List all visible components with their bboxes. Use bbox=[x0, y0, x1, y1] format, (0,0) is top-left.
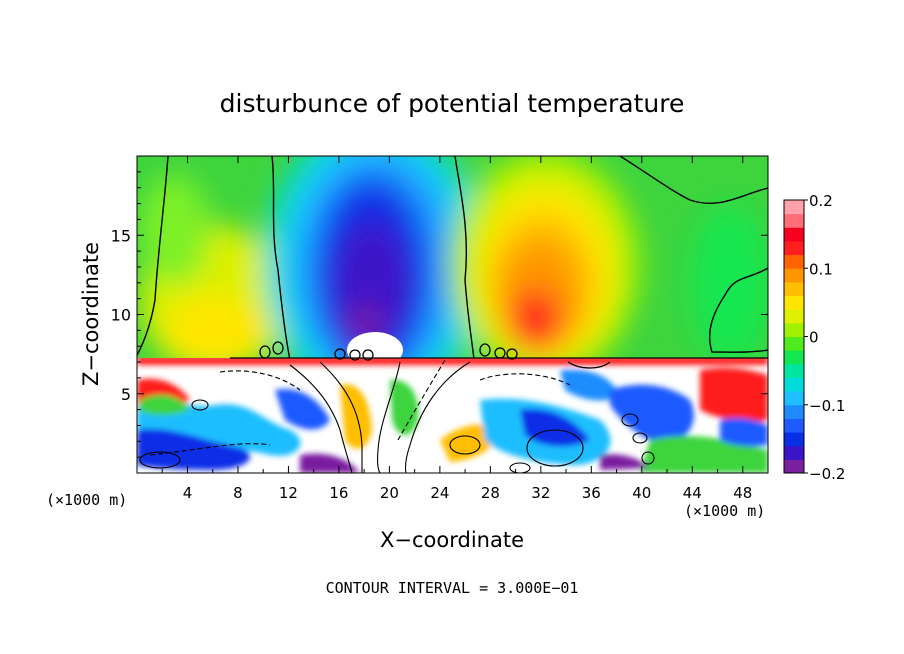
z-unit-label: (×1000 m) bbox=[46, 491, 127, 509]
colorbar-swatch bbox=[784, 213, 804, 228]
colorbar-tick-label: 0 bbox=[809, 329, 819, 347]
colorbar-swatch bbox=[784, 240, 804, 256]
x-tick-label: 4 bbox=[183, 484, 193, 502]
y-tick-label: 10 bbox=[111, 306, 131, 325]
colorbar-swatch bbox=[784, 350, 804, 365]
colorbar-swatch bbox=[784, 418, 804, 433]
colorbar-swatch bbox=[784, 322, 804, 337]
x-tick-label: 40 bbox=[632, 484, 651, 502]
x-tick-label: 24 bbox=[430, 484, 449, 502]
colorbar-swatch bbox=[784, 391, 804, 406]
x-unit-label: (×1000 m) bbox=[684, 502, 765, 520]
colorbar-swatch bbox=[784, 459, 804, 474]
x-axis-label: X−coordinate bbox=[380, 528, 524, 552]
y-axis-label: Z−coordinate bbox=[79, 242, 103, 386]
colorbar-swatch bbox=[784, 281, 804, 297]
boundary-layer bbox=[137, 358, 768, 473]
x-tick-label: 32 bbox=[531, 484, 550, 502]
colorbar-swatch bbox=[784, 268, 804, 283]
colorbar-swatch bbox=[784, 309, 804, 324]
colorbar-swatch bbox=[784, 363, 804, 378]
colorbar-swatch bbox=[784, 254, 804, 269]
y-tick-label: 15 bbox=[111, 226, 131, 245]
x-tick-label: 28 bbox=[481, 484, 500, 502]
colorbar-tick-label: 0.2 bbox=[809, 192, 833, 210]
x-tick-label: 36 bbox=[582, 484, 601, 502]
colorbar-swatch bbox=[784, 295, 804, 310]
colorbar-tick-label: −0.2 bbox=[809, 465, 845, 483]
y-axis: 5 10 15 bbox=[111, 171, 768, 458]
chart-title: disturbunce of potential temperature bbox=[220, 89, 685, 118]
x-tick-label: 48 bbox=[733, 484, 752, 502]
colorbar-tick-label: 0.1 bbox=[809, 260, 833, 278]
inversion-contours bbox=[230, 341, 768, 369]
x-tick-label: 16 bbox=[329, 484, 348, 502]
y-tick-label: 5 bbox=[121, 385, 131, 404]
plot-area bbox=[137, 156, 768, 473]
colorbar: 0.2 0.1 0 −0.1 −0.2 bbox=[783, 192, 845, 483]
colorbar-tick-label: −0.1 bbox=[809, 397, 845, 415]
colorbar-swatch bbox=[784, 377, 804, 392]
colorbar-swatch bbox=[784, 227, 804, 242]
colorbar-swatch bbox=[784, 445, 804, 460]
x-axis: 4 8 12 16 20 24 28 32 36 40 44 48 bbox=[161, 156, 752, 502]
x-tick-label: 20 bbox=[380, 484, 399, 502]
colorbar-swatch bbox=[784, 432, 804, 447]
x-tick-label: 12 bbox=[279, 484, 298, 502]
colorbar-swatch bbox=[784, 336, 804, 351]
x-tick-label: 44 bbox=[683, 484, 702, 502]
upper-field bbox=[137, 156, 768, 361]
colorbar-swatch bbox=[784, 404, 804, 419]
x-tick-label: 8 bbox=[233, 484, 243, 502]
contour-interval: CONTOUR INTERVAL = 3.000E−01 bbox=[326, 579, 579, 597]
colorbar-swatch bbox=[784, 200, 804, 215]
